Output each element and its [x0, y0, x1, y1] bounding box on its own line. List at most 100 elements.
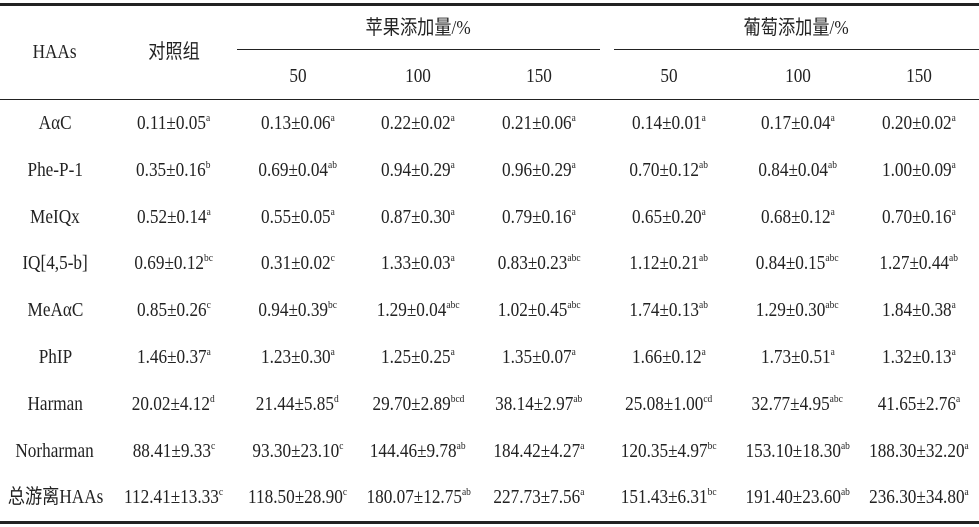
cell-text: Phe-P-1 [27, 158, 83, 181]
cell-text: 144.46±9.78 [370, 439, 457, 462]
data-cell: 144.46±9.78ab [358, 439, 478, 463]
significance: a [330, 346, 335, 358]
cell-text: 0.79±0.16 [502, 205, 572, 228]
data-cell: 0.17±0.04a [737, 111, 858, 135]
data-cell: 1.84±0.38a [858, 298, 979, 322]
cell-text: PhIP [38, 346, 72, 368]
cell-text: IQ[4,5-b] [22, 252, 88, 275]
data-cell: 180.07±12.75ab [358, 485, 478, 509]
significance: a [964, 486, 969, 499]
data-cell: 118.50±28.90c [237, 485, 358, 509]
significance: a [951, 112, 956, 124]
group-rule [237, 49, 600, 50]
cell-text: 1.27±0.44 [879, 252, 949, 275]
level-label: 100 [737, 64, 858, 88]
cell-text: 38.14±2.97 [495, 392, 574, 415]
cell-text: 0.65±0.20 [631, 205, 702, 228]
data-cell: 0.69±0.12bc [110, 251, 237, 275]
cell-text: 20.02±4.12 [132, 392, 211, 415]
significance: ab [948, 252, 958, 265]
data-cell: 1.27±0.44ab [858, 251, 979, 275]
significance: a [450, 158, 455, 171]
cell-text: 1.29±0.04 [376, 299, 447, 322]
cell-text: 0.68±0.12 [760, 205, 831, 228]
data-cell: 29.70±2.89bcd [358, 392, 478, 416]
row-label: Norharman [0, 439, 110, 463]
cell-text: 21.44±5.85 [256, 392, 335, 415]
significance: a [951, 205, 956, 218]
significance: c [218, 486, 224, 499]
data-cell: 1.46±0.37a [110, 345, 237, 369]
data-cell: 1.12±0.21ab [600, 251, 737, 275]
cell-text: 0.83±0.23 [497, 252, 568, 275]
cell-text: 0.87±0.30 [381, 205, 451, 228]
data-cell: 1.00±0.09a [858, 158, 979, 182]
cell-text: 1.66±0.12 [631, 346, 702, 368]
significance: bc [203, 252, 213, 265]
data-cell: 0.22±0.02a [358, 111, 478, 135]
cell-text: 1.33±0.03 [381, 252, 451, 275]
significance: ab [840, 486, 850, 499]
cell-text: 184.42±4.27 [493, 439, 581, 462]
cell-text: 0.69±0.12 [134, 252, 204, 275]
significance: d [210, 392, 215, 405]
data-cell: 0.68±0.12a [737, 205, 858, 229]
row-label: MeIQx [0, 205, 110, 229]
data-cell: 1.33±0.03a [358, 251, 478, 275]
data-cell: 1.66±0.12a [600, 345, 737, 369]
data-cell: 41.65±2.76a [858, 392, 979, 416]
significance: a [206, 346, 211, 358]
cell-text: 180.07±12.75 [366, 486, 462, 509]
data-cell: 32.77±4.95abc [737, 392, 858, 416]
data-cell: 227.73±7.56a [478, 485, 600, 509]
data-cell: 0.11±0.05a [110, 111, 237, 135]
data-cell: 1.25±0.25a [358, 345, 478, 369]
data-cell: 0.20±0.02a [858, 111, 979, 135]
cell-text: 1.02±0.45 [497, 299, 568, 322]
level-label: 150 [478, 64, 600, 88]
cell-text: 50 [288, 65, 307, 87]
cell-text: 32.77±4.95 [751, 392, 831, 415]
data-cell: 0.87±0.30a [358, 205, 478, 229]
cell-text: 150 [905, 65, 932, 87]
cell-text: AαC [38, 112, 72, 134]
cell-text: 0.84±0.15 [756, 252, 826, 275]
data-cell: 0.96±0.29a [478, 158, 600, 182]
significance: a [571, 205, 576, 218]
significance: a [571, 346, 576, 358]
data-cell: 0.84±0.04ab [737, 158, 858, 182]
data-cell: 1.32±0.13a [858, 345, 979, 369]
level-label: 100 [358, 64, 478, 88]
cell-text: Norharman [15, 439, 95, 462]
header-label: HAAs [0, 40, 110, 64]
significance: abc [567, 299, 581, 312]
header-rule [0, 99, 979, 100]
significance: ab [327, 158, 337, 171]
cell-text: 0.94±0.29 [381, 158, 451, 181]
significance: d [334, 392, 339, 405]
cell-text: 120.35±4.97 [620, 439, 708, 462]
data-cell: 0.84±0.15abc [737, 251, 858, 275]
significance: a [580, 486, 585, 499]
significance: a [951, 158, 956, 171]
cell-text: 191.40±23.60 [745, 486, 841, 509]
data-cell: 0.65±0.20a [600, 205, 737, 229]
cell-text: 1.35±0.07 [502, 346, 572, 368]
significance: a [330, 112, 335, 124]
cell-text: 150 [526, 65, 552, 87]
data-cell: 1.73±0.51a [737, 345, 858, 369]
bottom-rule [0, 521, 979, 524]
group-title: 苹果添加量/% [237, 16, 600, 40]
cell-text: 0.85±0.26 [136, 299, 207, 322]
cell-text: 0.20±0.02 [881, 112, 952, 134]
row-label: Harman [0, 392, 110, 416]
row-label: PhIP [0, 345, 110, 369]
level-label: 50 [600, 64, 737, 88]
significance: bcd [450, 392, 464, 405]
cell-text: 苹果添加量/% [365, 17, 472, 39]
significance: c [210, 439, 215, 452]
cell-text: 1.23±0.30 [260, 346, 331, 368]
data-cell: 0.14±0.01a [600, 111, 737, 135]
significance: c [330, 252, 335, 265]
data-cell: 20.02±4.12d [110, 392, 237, 416]
